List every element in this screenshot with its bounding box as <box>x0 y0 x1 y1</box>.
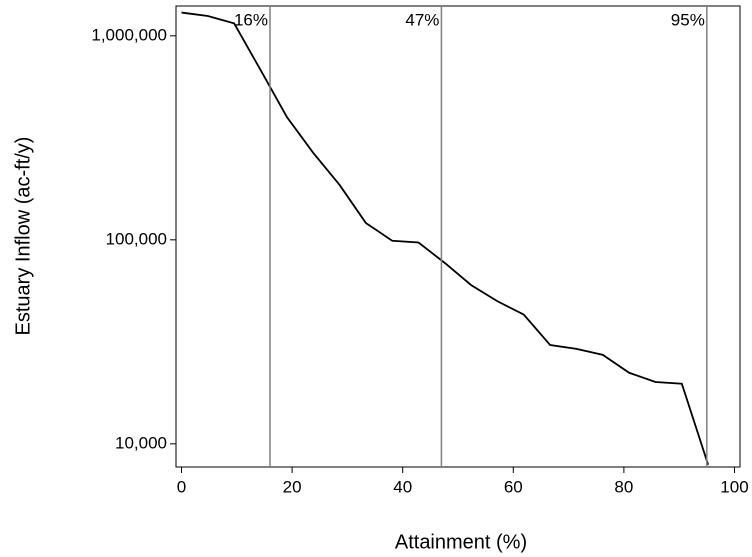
y-tick-label: 1,000,000 <box>91 25 167 44</box>
x-tick-label: 40 <box>393 477 412 496</box>
reference-label: 95% <box>671 10 705 29</box>
y-axis-label: Estuary Inflow (ac-ft/y) <box>12 137 34 336</box>
x-tick-label: 20 <box>283 477 302 496</box>
y-tick-label: 100,000 <box>106 229 167 248</box>
x-tick-label: 60 <box>504 477 523 496</box>
plot-frame <box>175 5 741 468</box>
x-tick-label: 100 <box>720 477 748 496</box>
x-axis-label: Attainment (%) <box>395 531 527 553</box>
y-tick-label: 10,000 <box>115 433 167 452</box>
data-line <box>181 11 710 466</box>
x-tick-label: 80 <box>614 477 633 496</box>
x-tick-label: 0 <box>177 477 186 496</box>
reference-label: 16% <box>234 10 268 29</box>
reference-label: 47% <box>405 10 439 29</box>
